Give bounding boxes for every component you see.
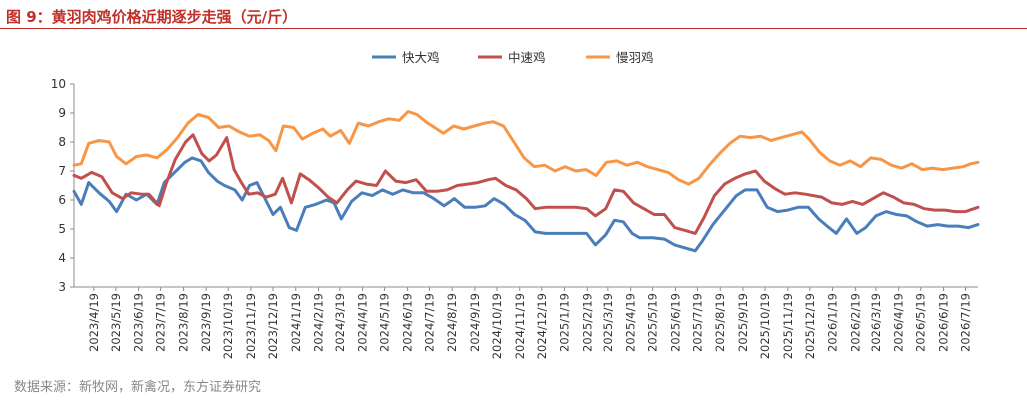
x-tick-label: 2024/7/19 <box>422 293 436 352</box>
y-tick-label: 5 <box>58 222 66 236</box>
x-tick-label: 2024/4/19 <box>356 293 370 352</box>
y-tick-label: 10 <box>51 77 66 91</box>
source-note: 数据来源：新牧网，新禽况，东方证券研究 <box>14 380 262 395</box>
x-tick-label: 2025/2/19 <box>580 293 594 352</box>
x-tick-label: 2024/11/19 <box>513 293 527 359</box>
x-tick-label: 2026/5/19 <box>914 293 928 352</box>
x-tick-label: 2026/1/19 <box>826 293 840 352</box>
x-tick-label: 2026/6/19 <box>936 293 950 352</box>
x-tick-label: 2024/9/19 <box>468 293 482 352</box>
x-tick-label: 2023/5/19 <box>109 293 123 352</box>
y-axis: 3 4 5 6 7 8 9 10 <box>51 77 75 294</box>
x-tick-label: 2026/4/19 <box>892 293 906 352</box>
x-tick-label: 2024/8/19 <box>445 293 459 352</box>
y-tick-label: 3 <box>58 280 66 294</box>
title-divider <box>0 28 1027 29</box>
x-tick-label: 2023/8/19 <box>176 293 190 352</box>
series-line-3 <box>72 110 980 186</box>
y-tick-label: 7 <box>58 164 66 178</box>
x-tick-label: 2025/3/19 <box>601 293 615 352</box>
x-tick-label: 2024/1/19 <box>289 293 303 352</box>
legend-label-3: 慢羽鸡 <box>616 50 654 65</box>
chart-title: 图 9：黄羽肉鸡价格近期逐步走强（元/斤） <box>6 8 298 26</box>
y-tick-label: 9 <box>58 106 66 120</box>
x-tick-label: 2025/5/19 <box>646 293 660 352</box>
x-tick-label: 2023/9/19 <box>199 293 213 352</box>
x-tick-label: 2023/7/19 <box>154 293 168 352</box>
x-tick-label: 2025/6/19 <box>668 293 682 352</box>
x-tick-label: 2025/1/19 <box>558 293 572 352</box>
x-tick-label: 2026/2/19 <box>848 293 862 352</box>
y-tick-label: 6 <box>58 193 66 207</box>
x-tick-label: 2023/4/19 <box>87 293 101 352</box>
x-tick-label: 2025/11/19 <box>781 293 795 359</box>
x-tick-label: 2025/7/19 <box>690 293 704 352</box>
x-tick-label: 2023/10/19 <box>221 293 235 359</box>
x-tick-label: 2024/12/19 <box>535 293 549 359</box>
y-tick-label: 4 <box>58 251 66 265</box>
series-line-1 <box>72 156 980 253</box>
x-tick-label: 2024/5/19 <box>378 293 392 352</box>
x-tick-label: 2026/7/19 <box>959 293 973 352</box>
x-tick-label: 2024/6/19 <box>400 293 414 352</box>
x-tick-label: 2023/11/19 <box>244 293 258 359</box>
legend-label-1: 快大鸡 <box>402 50 440 65</box>
x-tick-label: 2023/6/19 <box>132 293 146 352</box>
x-tick-label: 2026/3/19 <box>869 293 883 352</box>
x-tick-label: 2024/3/19 <box>333 293 347 352</box>
y-tick-label: 8 <box>58 135 66 149</box>
chart-legend: 快大鸡 中速鸡 慢羽鸡 <box>372 50 654 65</box>
x-axis: 2023/4/19 2023/5/19 2023/6/19 2023/7/19 2023… <box>74 286 978 359</box>
series-line-2 <box>72 133 980 235</box>
legend-label-2: 中速鸡 <box>508 50 546 65</box>
x-tick-label: 2024/2/19 <box>312 293 326 352</box>
x-tick-label: 2025/12/19 <box>803 293 817 359</box>
x-tick-label: 2024/10/19 <box>490 293 504 359</box>
x-tick-label: 2025/4/19 <box>624 293 638 352</box>
x-tick-label: 2023/12/19 <box>266 293 280 359</box>
x-tick-label: 2025/10/19 <box>758 293 772 359</box>
x-tick-label: 2025/8/19 <box>713 293 727 352</box>
series-layer <box>72 110 980 253</box>
x-tick-label: 2025/9/19 <box>736 293 750 352</box>
